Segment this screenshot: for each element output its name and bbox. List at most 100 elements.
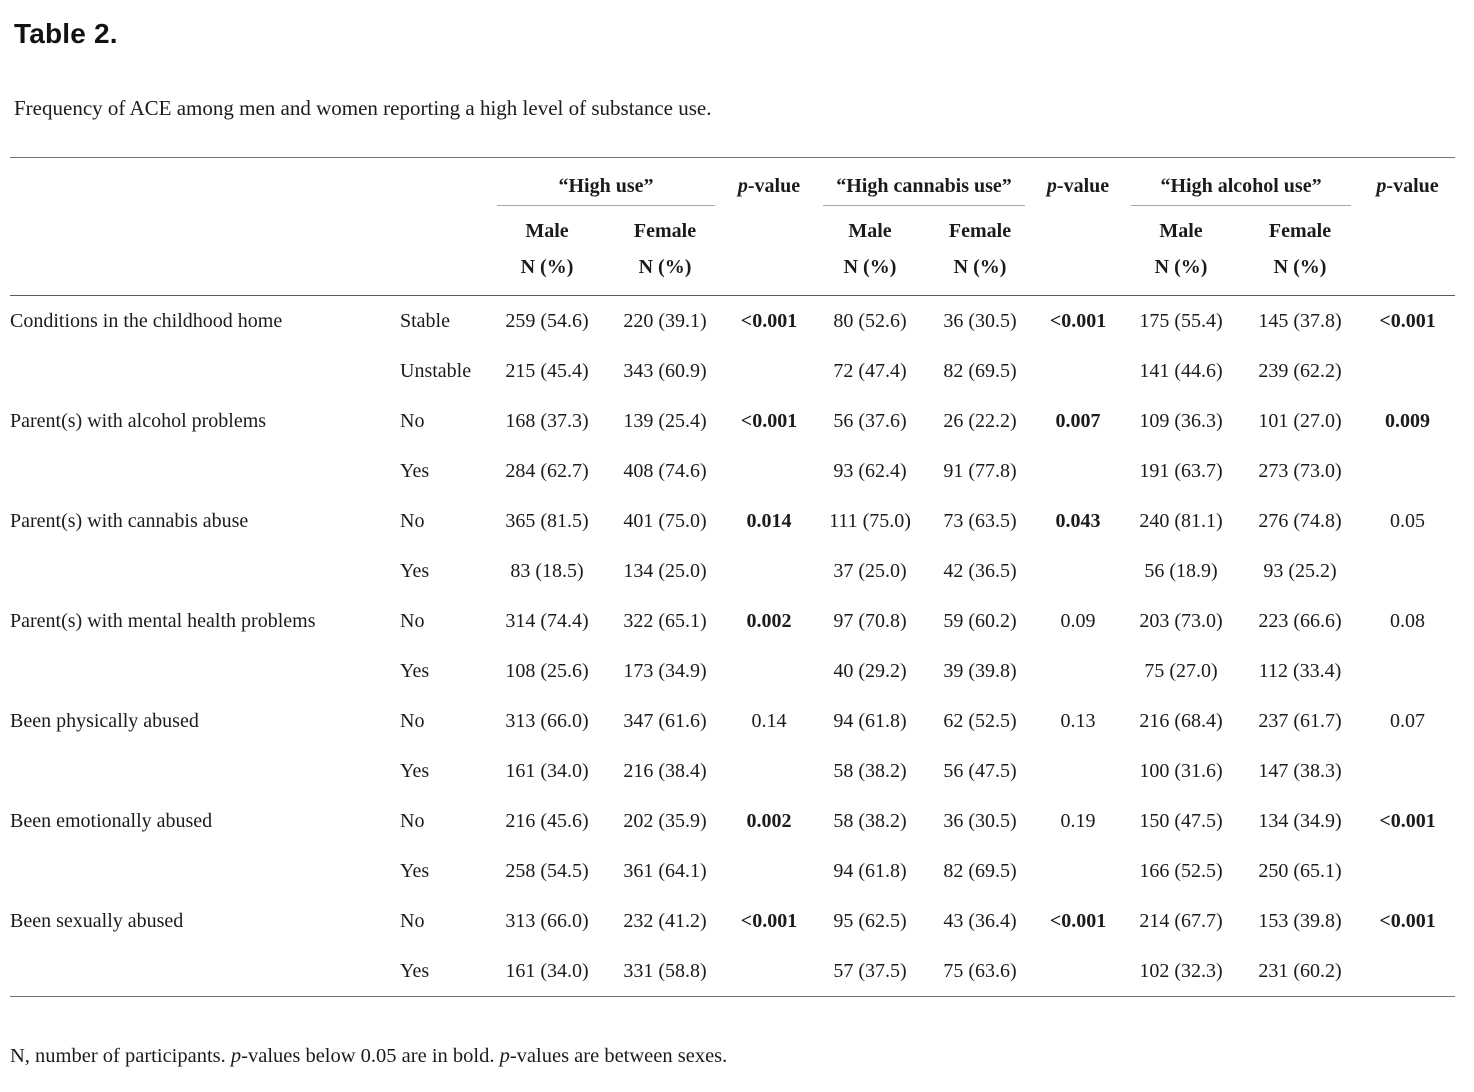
ace-category-label <box>10 646 400 696</box>
p-italic: p <box>1376 175 1387 197</box>
empty-header <box>724 243 814 296</box>
female-value-cell: 59 (60.2) <box>943 609 1017 632</box>
p-italic: p <box>737 175 748 197</box>
female-value-cell: 36 (30.5) <box>943 309 1017 332</box>
p-value-cell <box>1034 346 1122 396</box>
group-underline <box>823 205 1026 206</box>
group-underline <box>1131 205 1352 206</box>
level-label: Yes <box>400 759 430 782</box>
footnote-text: N, number of participants. <box>10 1045 231 1067</box>
p-value-cell <box>1034 646 1122 696</box>
p-rest: -value <box>747 175 801 197</box>
page: Table 2. Frequency of ACE among men and … <box>10 18 1456 1067</box>
male-value-cell: 95 (62.5) <box>833 909 907 932</box>
n-percent-header: N (%) <box>843 256 897 278</box>
male-value-cell: 37 (25.0) <box>833 559 907 582</box>
table-row: Yes 258 (54.5) 361 (64.1) 94 (61.8) 82 (69.5… <box>10 846 1455 896</box>
ace-category-label: Parent(s) with cannabis abuse <box>10 509 249 532</box>
female-value-cell: 134 (25.0) <box>623 559 707 582</box>
table-body: Conditions in the childhood home Stable 25… <box>10 296 1455 997</box>
male-value-cell: 150 (47.5) <box>1139 809 1223 832</box>
p-value-cell: 0.002 <box>746 809 792 832</box>
n-percent-header: N (%) <box>520 256 574 278</box>
male-value-cell: 111 (75.0) <box>829 509 911 532</box>
p-value-cell <box>1034 946 1122 997</box>
empty-header <box>400 243 488 296</box>
level-label: No <box>400 709 425 732</box>
p-rest: -value <box>1056 175 1110 197</box>
p-value-cell <box>1034 746 1122 796</box>
male-value-cell: 284 (62.7) <box>505 459 589 482</box>
p-value-cell <box>1360 946 1455 997</box>
table-row: Been sexually abused No 313 (66.0) 232 (41.… <box>10 896 1455 946</box>
male-value-cell: 109 (36.3) <box>1139 409 1223 432</box>
male-value-cell: 56 (18.9) <box>1144 559 1218 582</box>
table-row: Conditions in the childhood home Stable 25… <box>10 296 1455 347</box>
empty-header <box>400 206 488 243</box>
level-label: No <box>400 609 425 632</box>
female-value-cell: 26 (22.2) <box>943 409 1017 432</box>
ace-category-label <box>10 546 400 596</box>
male-value-cell: 161 (34.0) <box>505 959 589 982</box>
p-value-cell <box>724 646 814 696</box>
table-title: Table 2. <box>14 18 118 49</box>
male-value-cell: 203 (73.0) <box>1139 609 1223 632</box>
level-label: Yes <box>400 859 430 882</box>
n-percent-header: N (%) <box>1273 256 1327 278</box>
female-value-cell: 250 (65.1) <box>1258 859 1342 882</box>
female-value-cell: 91 (77.8) <box>943 459 1017 482</box>
empty-header <box>1360 206 1455 243</box>
empty-header <box>10 158 400 207</box>
p-value-cell: <0.001 <box>740 409 798 432</box>
ace-category-label <box>10 846 400 896</box>
table-header: “High use” p-value “High cannabis use” p… <box>10 158 1456 296</box>
female-value-cell: 232 (41.2) <box>623 909 707 932</box>
p-value-header: p-value <box>1360 158 1455 207</box>
male-value-cell: 97 (70.8) <box>833 609 907 632</box>
female-value-cell: 231 (60.2) <box>1258 959 1342 982</box>
male-value-cell: 141 (44.6) <box>1139 359 1223 382</box>
male-value-cell: 80 (52.6) <box>833 309 907 332</box>
ace-category-label: Been emotionally abused <box>10 809 213 832</box>
male-header: Male <box>1159 220 1203 242</box>
ace-frequency-table: “High use” p-value “High cannabis use” p… <box>10 157 1456 997</box>
female-header: Female <box>1268 220 1332 242</box>
male-value-cell: 365 (81.5) <box>505 509 589 532</box>
footnote-p-italic: p <box>499 1045 510 1067</box>
male-header: Male <box>848 220 892 242</box>
female-value-cell: 62 (52.5) <box>943 709 1017 732</box>
male-value-cell: 314 (74.4) <box>505 609 589 632</box>
female-value-cell: 139 (25.4) <box>623 409 707 432</box>
female-value-cell: 75 (63.6) <box>943 959 1017 982</box>
level-label: Yes <box>400 459 430 482</box>
male-value-cell: 216 (68.4) <box>1139 709 1223 732</box>
p-value-cell <box>1360 646 1455 696</box>
group-header-high-cannabis-use: “High cannabis use” <box>814 158 1034 206</box>
p-value-cell <box>1360 846 1455 896</box>
female-value-cell: 43 (36.4) <box>943 909 1017 932</box>
female-value-cell: 343 (60.9) <box>623 359 707 382</box>
empty-header <box>1360 243 1455 296</box>
group-header-label: “High use” <box>558 175 654 197</box>
level-label: Yes <box>400 659 430 682</box>
p-value-header: p-value <box>724 158 814 207</box>
table-row: Yes 161 (34.0) 216 (38.4) 58 (38.2) 56 (47.5… <box>10 746 1455 796</box>
male-value-cell: 168 (37.3) <box>505 409 589 432</box>
female-value-cell: 361 (64.1) <box>623 859 707 882</box>
male-value-cell: 94 (61.8) <box>833 859 907 882</box>
male-value-cell: 108 (25.6) <box>505 659 589 682</box>
p-value-cell <box>1034 446 1122 496</box>
n-percent-header: N (%) <box>953 256 1007 278</box>
empty-header <box>10 243 400 296</box>
female-value-cell: 36 (30.5) <box>943 809 1017 832</box>
male-value-cell: 166 (52.5) <box>1139 859 1223 882</box>
header-n-row: N (%) N (%) N (%) N (%) N (%) N (%) <box>10 243 1455 296</box>
male-value-cell: 102 (32.3) <box>1139 959 1223 982</box>
female-header: Female <box>633 220 697 242</box>
p-value-cell: <0.001 <box>1379 909 1436 932</box>
female-value-cell: 220 (39.1) <box>623 309 707 332</box>
level-label: No <box>400 909 425 932</box>
empty-header <box>1034 243 1122 296</box>
ace-category-label <box>10 446 400 496</box>
p-value-cell: <0.001 <box>740 309 798 332</box>
